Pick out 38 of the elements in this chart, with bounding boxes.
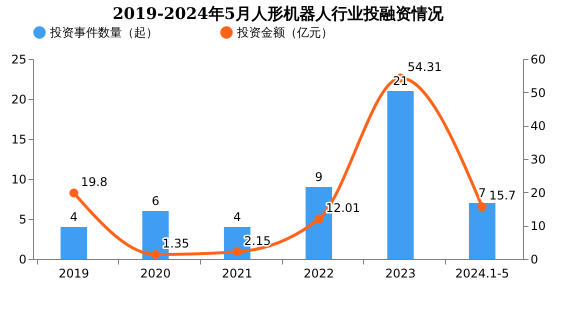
data-label: 6 xyxy=(152,194,160,208)
y2-tick-label: 30 xyxy=(530,152,546,166)
y-tick-label: 5 xyxy=(18,212,26,226)
y-tick-label: 25 xyxy=(11,52,26,66)
x-tick-label: 2020 xyxy=(140,266,171,280)
point xyxy=(151,250,160,259)
point xyxy=(69,188,78,198)
y-tick-label: 20 xyxy=(11,92,26,106)
bar xyxy=(387,91,414,259)
y2-tick-label: 40 xyxy=(530,119,546,134)
y2-tick-label: 10 xyxy=(530,219,546,234)
bar xyxy=(60,227,88,259)
x-tick-label: 2019 xyxy=(58,266,90,280)
y2-tick-label: 20 xyxy=(530,186,546,200)
y2-tick-label: 0 xyxy=(530,252,538,266)
legend-label: 投资金额（亿元） xyxy=(236,26,333,40)
x-tick-label: 2023 xyxy=(385,266,416,280)
y2-tick-label: 50 xyxy=(530,86,546,100)
data-label: 15.7 xyxy=(489,188,516,203)
x-tick-label: 2021 xyxy=(222,266,252,280)
data-label: 54.31 xyxy=(408,60,442,74)
data-label: 4 xyxy=(70,210,78,224)
bar xyxy=(468,203,496,259)
y2-tick-label: 60 xyxy=(530,52,546,66)
data-label: 4 xyxy=(233,210,241,224)
y-tick-label: 15 xyxy=(11,132,26,146)
point xyxy=(478,202,487,212)
point xyxy=(314,214,324,224)
x-tick-label: 2022 xyxy=(304,266,334,280)
y-tick-label: 0 xyxy=(18,252,26,266)
data-label: 9 xyxy=(315,170,323,184)
data-label: 7 xyxy=(478,186,486,200)
chart-title: 2019-2024年5月人形机器人行业投融资情况 xyxy=(112,4,444,23)
y-tick-label: 10 xyxy=(11,172,26,186)
legend-label: 投资事件数量（起） xyxy=(49,26,158,40)
data-label: 19.8 xyxy=(80,175,108,189)
point xyxy=(232,247,242,256)
x-tick-label: 2024.1-5 xyxy=(455,266,510,280)
